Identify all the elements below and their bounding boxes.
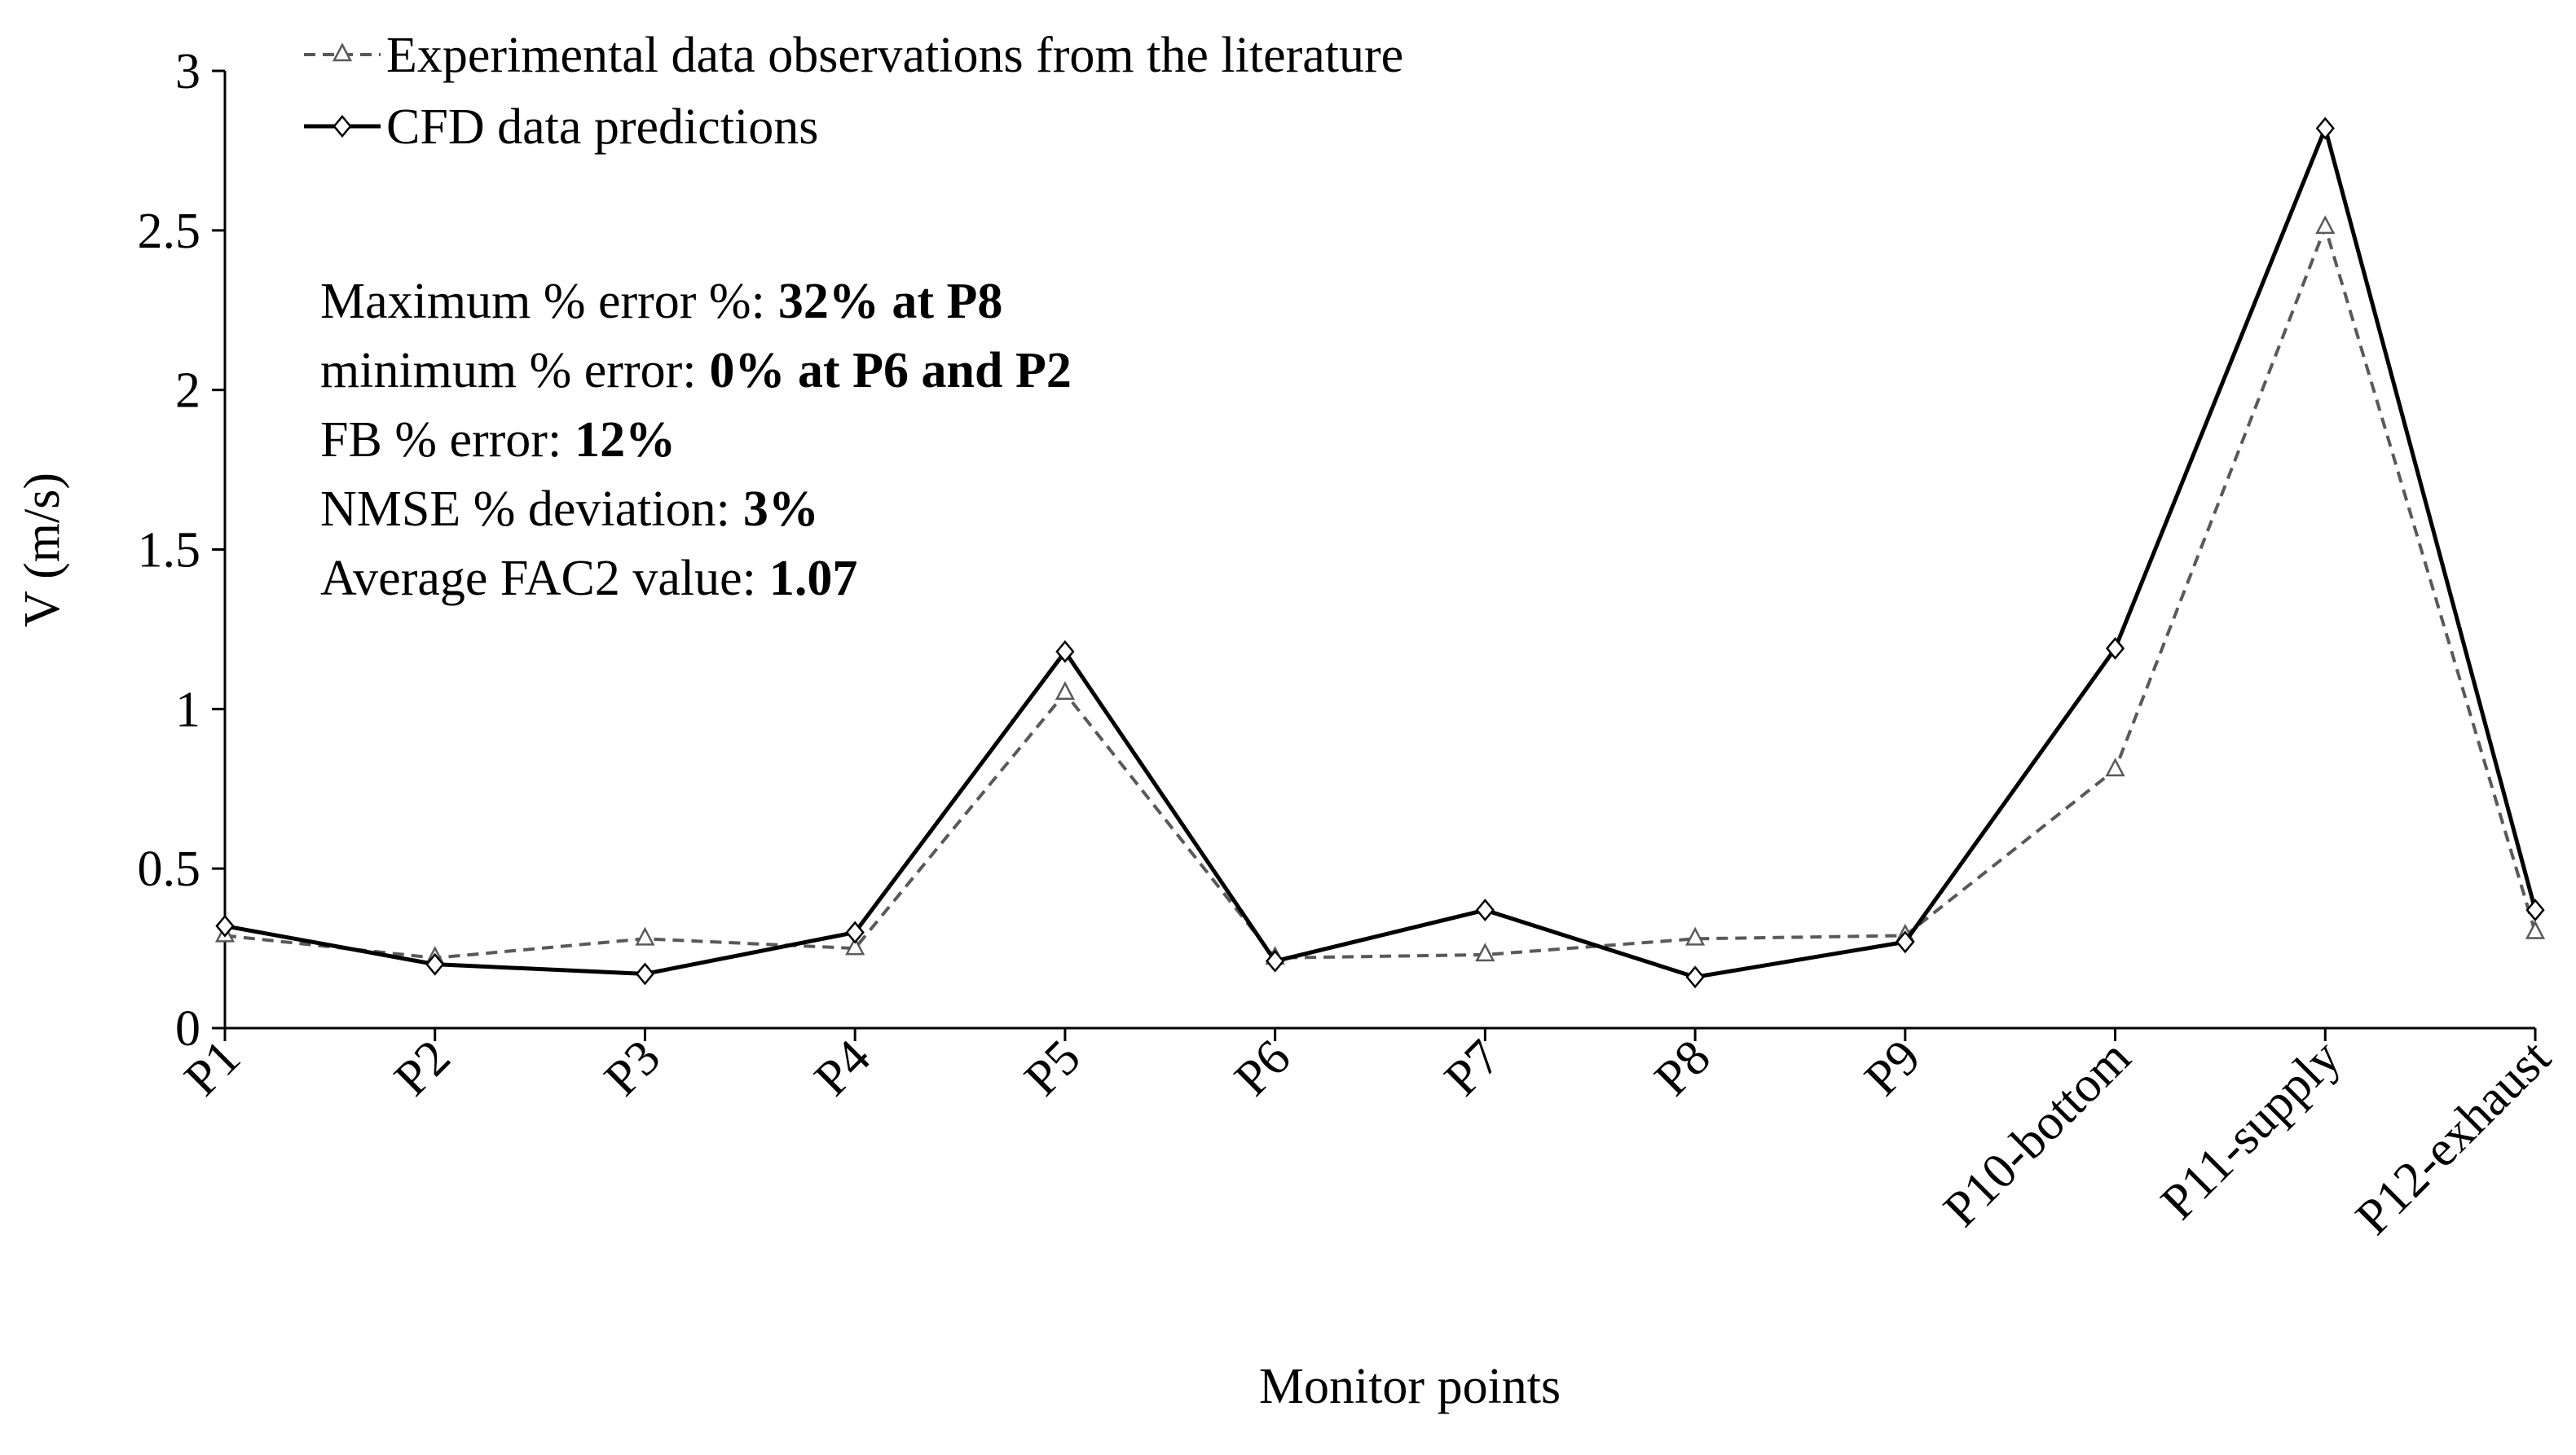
point-marker (1685, 926, 1706, 946)
legend-label: Experimental data observations from the … (386, 28, 1403, 83)
annotation: Maximum % error %: 32% at P8 (320, 274, 1002, 329)
annotation: NMSE % deviation: 3% (320, 481, 819, 537)
x-tick-label: P12-exhaust (2345, 1030, 2561, 1246)
annotation: minimum % error: 0% at P6 and P2 (320, 343, 1072, 398)
point-marker (2105, 636, 2125, 660)
annotation: FB % error: 12% (320, 412, 676, 468)
y-tick-label: 0.5 (138, 842, 201, 897)
annotation-value: 3% (743, 481, 819, 537)
x-tick-label: P10-bottom (1933, 1030, 2141, 1237)
x-tick-label: P2 (384, 1030, 460, 1106)
y-tick-label: 0 (175, 1001, 200, 1057)
x-tick-label: P5 (1014, 1030, 1090, 1106)
point-marker (635, 962, 655, 986)
x-tick-label: P7 (1434, 1030, 1511, 1106)
point-marker (2315, 116, 2335, 140)
point-marker (845, 936, 865, 956)
point-marker (2315, 215, 2336, 235)
annotation-value: 32% at P8 (778, 274, 1003, 329)
y-tick-label: 3 (175, 44, 200, 99)
x-axis-label: Monitor points (1259, 1359, 1561, 1414)
x-tick-label: P3 (594, 1030, 671, 1106)
x-tick-label: P9 (1854, 1030, 1931, 1106)
point-marker (1055, 640, 1075, 663)
y-axis-label: V (m/s) (15, 473, 70, 627)
x-tick-label: P4 (804, 1030, 881, 1106)
series-line (224, 121, 2538, 979)
point-marker (332, 42, 353, 62)
x-tick-label: P11-supply (2151, 1030, 2351, 1230)
point-marker (2105, 758, 2125, 776)
y-tick-label: 2 (175, 363, 200, 419)
point-marker (845, 921, 865, 944)
annotation-label: NMSE % deviation: (320, 481, 730, 537)
point-marker (1266, 949, 1285, 973)
point-marker (215, 914, 235, 938)
point-marker (1685, 965, 1705, 989)
y-tick-label: 1 (175, 682, 200, 737)
x-tick-label: P6 (1224, 1030, 1301, 1106)
point-marker (1896, 930, 1915, 954)
annotation: Average FAC2 value: 1.07 (320, 551, 857, 606)
annotation-label: Average FAC2 value: (320, 551, 756, 606)
point-marker (635, 926, 655, 946)
annotation-label: minimum % error: (320, 343, 696, 398)
legend-label: CFD data predictions (386, 99, 818, 155)
x-tick-label: P8 (1645, 1030, 1721, 1106)
y-tick-label: 1.5 (138, 523, 201, 578)
annotation-value: 1.07 (769, 551, 858, 606)
y-tick-label: 2.5 (138, 204, 201, 259)
series-line (224, 222, 2537, 960)
point-marker (425, 952, 445, 976)
annotation-label: Maximum % error %: (320, 274, 765, 329)
point-marker (1055, 681, 1075, 700)
point-marker (1475, 899, 1495, 922)
point-marker (332, 115, 352, 138)
point-marker (2525, 899, 2545, 922)
annotation-value: 12% (575, 412, 676, 468)
point-marker (1475, 943, 1495, 962)
annotation-value: 0% at P6 and P2 (709, 343, 1071, 398)
annotation-label: FB % error: (320, 412, 561, 468)
point-marker (2525, 920, 2546, 939)
